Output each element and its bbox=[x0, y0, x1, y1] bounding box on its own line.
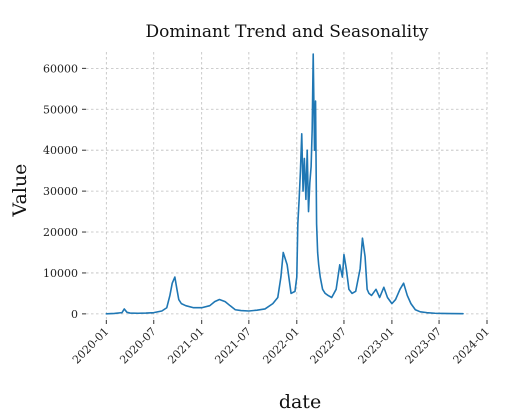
x-tick-label: 2023-01 bbox=[355, 325, 397, 367]
x-tick-label: 2022-01 bbox=[260, 325, 302, 367]
chart-title: Dominant Trend and Seasonality bbox=[145, 22, 428, 42]
gridlines bbox=[86, 52, 488, 320]
y-tick-label: 40000 bbox=[43, 144, 78, 157]
x-tick-label: 2024-01 bbox=[451, 325, 493, 367]
y-tick-label: 10000 bbox=[43, 267, 78, 280]
x-tick-label: 2020-01 bbox=[70, 325, 112, 367]
y-tick-label: 60000 bbox=[43, 62, 78, 75]
x-axis-label: date bbox=[279, 391, 321, 413]
y-tick-label: 20000 bbox=[43, 226, 78, 239]
x-tick-label: 2022-07 bbox=[308, 325, 350, 367]
x-tick-label: 2021-07 bbox=[212, 325, 254, 367]
y-tick-label: 30000 bbox=[43, 185, 78, 198]
x-tick-label: 2020-07 bbox=[117, 325, 159, 367]
y-tick-label: 0 bbox=[71, 308, 78, 321]
series-line-0 bbox=[105, 53, 464, 315]
x-tick-label: 2021-01 bbox=[165, 325, 207, 367]
y-tick-label: 50000 bbox=[43, 103, 78, 116]
x-tick-label: 2023-07 bbox=[403, 325, 445, 367]
y-axis-label: Value bbox=[9, 164, 31, 218]
series-layer bbox=[105, 53, 464, 315]
